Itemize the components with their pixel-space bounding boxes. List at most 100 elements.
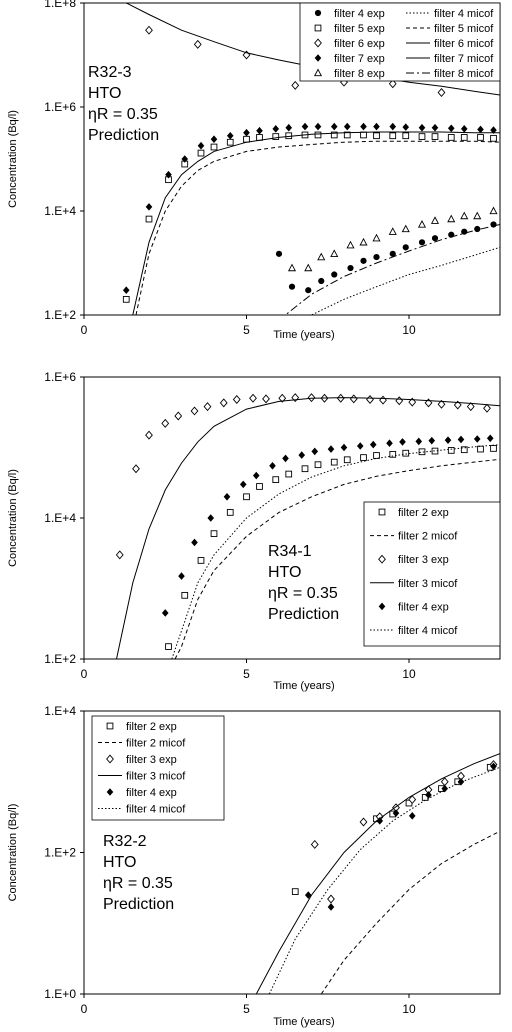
data-point — [402, 132, 410, 140]
data-point — [291, 80, 300, 90]
legend-item: filter 4 exp — [106, 787, 177, 799]
annotation-line: HTO — [103, 854, 136, 871]
legend-label: filter 3 micof — [126, 771, 186, 783]
y-tick-label: 1.E+2 — [44, 846, 76, 860]
data-point — [272, 133, 280, 140]
y-axis-label: Concentration (Bq/l) — [7, 469, 19, 567]
legend-marker — [106, 722, 114, 730]
legend-item: filter 3 micof — [98, 771, 186, 783]
legend-item: filter 7 micof — [406, 53, 494, 65]
legend-marker — [378, 554, 386, 564]
data-point — [275, 250, 283, 257]
data-point — [304, 263, 313, 272]
legend: filter 2 exp filter 2 micof filter 3 exp fi… — [363, 501, 501, 647]
legend-item: filter 3 exp — [106, 754, 177, 766]
legend-marker — [314, 24, 322, 32]
series-line-7 — [135, 140, 500, 315]
data-point — [373, 452, 380, 459]
x-tick-label: 10 — [402, 667, 416, 681]
data-point — [330, 122, 338, 131]
data-point — [122, 286, 130, 294]
data-point — [408, 795, 417, 805]
data-point — [489, 206, 498, 215]
series-layer — [115, 393, 500, 659]
series-line-2 — [174, 458, 500, 659]
legend-box — [91, 715, 225, 821]
data-point — [388, 79, 397, 89]
data-point — [392, 809, 400, 817]
data-point — [336, 393, 345, 403]
legend-item: filter 2 exp — [378, 507, 449, 519]
data-point — [399, 438, 406, 446]
data-point — [359, 237, 368, 246]
data-point — [191, 538, 198, 547]
data-point — [360, 257, 367, 264]
y-axis-label: Concentration (Bq/l) — [7, 804, 19, 902]
data-point — [490, 134, 497, 142]
legend-item: filter 8 micof — [406, 68, 494, 80]
data-point — [372, 233, 381, 242]
legend-label: filter 3 exp — [126, 754, 177, 766]
legend-label: filter 2 exp — [398, 507, 449, 519]
data-point — [437, 399, 446, 409]
data-point — [447, 447, 455, 454]
x-axis-label: Time (years) — [273, 329, 334, 341]
legend-label: filter 6 micof — [434, 38, 494, 50]
data-point — [256, 126, 263, 135]
annotation-line: HTO — [268, 564, 301, 581]
data-point — [165, 643, 172, 650]
data-point — [402, 123, 410, 131]
legend-marker — [314, 9, 322, 17]
data-point — [327, 894, 335, 904]
y-tick-label: 1.E+0 — [44, 987, 76, 1001]
x-tick-label: 10 — [402, 1002, 416, 1016]
data-point — [343, 122, 351, 131]
legend-label: filter 4 micof — [126, 804, 186, 816]
data-point — [122, 295, 130, 303]
data-point — [457, 777, 465, 786]
legend-label: filter 7 exp — [334, 53, 385, 65]
data-point — [418, 123, 426, 132]
legend-item: filter 6 exp — [314, 38, 385, 50]
legend-item: filter 8 exp — [313, 68, 385, 80]
data-point — [243, 493, 250, 501]
legend-label: filter 8 micof — [434, 68, 494, 80]
data-point — [418, 239, 426, 246]
data-point — [181, 591, 189, 599]
x-tick-label: 0 — [81, 323, 88, 337]
data-point — [460, 211, 469, 220]
legend-item: filter 2 micof — [98, 738, 186, 750]
data-point — [477, 134, 484, 141]
legend-marker — [106, 754, 114, 764]
data-point — [460, 446, 468, 454]
y-tick-label: 1.E+6 — [44, 100, 76, 114]
data-point — [291, 888, 299, 895]
legend-item: filter 4 exp — [378, 601, 449, 613]
data-point — [389, 122, 397, 131]
data-point — [389, 132, 397, 140]
data-point — [145, 215, 153, 223]
legend: filter 2 exp filter 2 micof filter 3 exp fi… — [91, 715, 225, 821]
data-point — [203, 402, 212, 412]
data-point — [389, 250, 396, 257]
data-point — [483, 403, 491, 413]
legend-label: filter 6 exp — [334, 38, 385, 50]
chart-1: 1.E+2 1.E+4 1.E+6 1.E+8 0 5 10 Time (years) Conc… — [7, 0, 501, 341]
data-point — [181, 155, 189, 163]
data-point — [243, 135, 250, 143]
chart-2: 1.E+2 1.E+4 1.E+6 0 5 10 Time (years) Concentra… — [7, 370, 501, 692]
data-point — [226, 131, 234, 140]
data-point — [243, 128, 250, 137]
y-tick-label: 1.E+4 — [44, 511, 76, 525]
data-point — [359, 817, 368, 827]
data-point — [304, 891, 312, 899]
data-point — [278, 393, 287, 403]
data-point — [310, 839, 319, 849]
annotation-line: ηR = 0.35 — [103, 875, 173, 892]
y-tick-label: 1.E+8 — [44, 0, 76, 10]
series-line-2 — [320, 830, 500, 994]
legend-label: filter 4 micof — [398, 625, 458, 637]
data-point — [327, 903, 335, 911]
legend-label: filter 4 exp — [398, 601, 449, 613]
data-point — [161, 418, 170, 428]
